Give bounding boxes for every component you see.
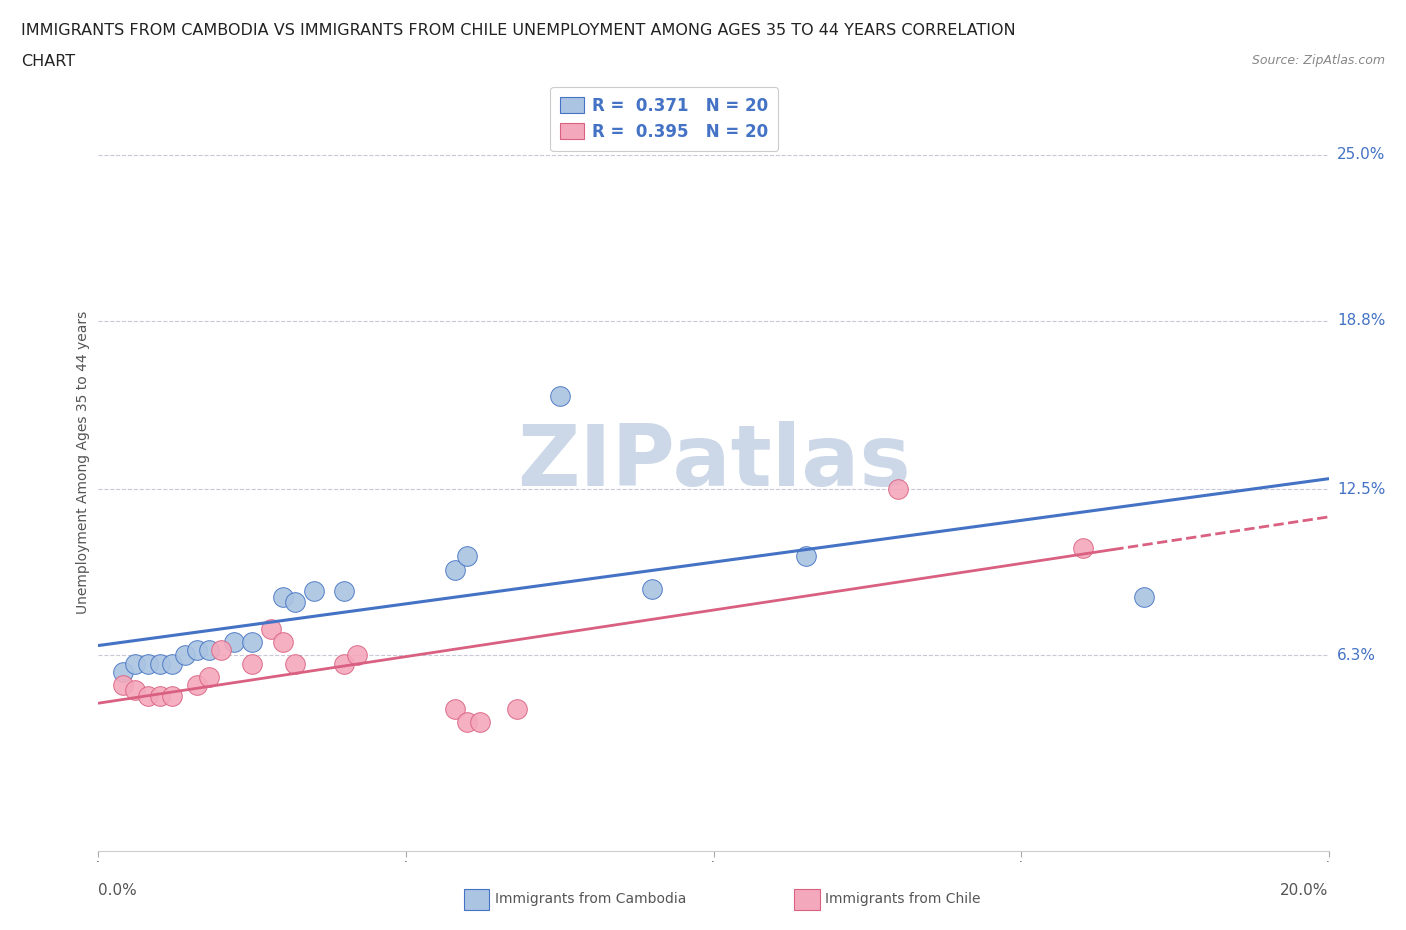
Point (136, 656, 159, 671)
Text: IMMIGRANTS FROM CAMBODIA VS IMMIGRANTS FROM CHILE UNEMPLOYMENT AMONG AGES 35 TO : IMMIGRANTS FROM CAMBODIA VS IMMIGRANTS F… (21, 23, 1015, 38)
Text: CHART: CHART (21, 54, 75, 69)
Point (1133, 589, 1156, 604)
Point (211, 643, 233, 658)
Text: 18.8%: 18.8% (1337, 313, 1385, 328)
Point (173, 648, 195, 663)
Point (456, 715, 478, 730)
Text: 12.5%: 12.5% (1337, 482, 1385, 497)
Point (444, 701, 467, 716)
Y-axis label: Unemployment Among Ages 35 to 44 years: Unemployment Among Ages 35 to 44 years (76, 311, 90, 615)
Point (1071, 541, 1094, 556)
Point (162, 656, 183, 671)
Point (444, 563, 467, 578)
Legend: R =  0.371   N = 20, R =  0.395   N = 20: R = 0.371 N = 20, R = 0.395 N = 20 (550, 86, 779, 151)
Point (136, 688, 159, 703)
Point (333, 656, 356, 671)
Point (468, 715, 491, 730)
Point (162, 688, 183, 703)
Point (149, 656, 172, 671)
Point (271, 634, 294, 649)
Point (284, 656, 307, 671)
Point (112, 664, 135, 679)
Point (222, 634, 245, 649)
Point (260, 621, 283, 636)
Point (186, 643, 208, 658)
Point (284, 594, 307, 609)
Point (506, 701, 529, 716)
Point (149, 688, 172, 703)
Point (887, 482, 910, 497)
Text: Immigrants from Chile: Immigrants from Chile (825, 892, 981, 907)
Point (794, 549, 817, 564)
Point (333, 584, 356, 599)
Point (186, 677, 208, 692)
Point (240, 634, 263, 649)
Text: 25.0%: 25.0% (1337, 147, 1385, 162)
Point (302, 584, 325, 599)
Point (240, 656, 263, 671)
Text: Source: ZipAtlas.com: Source: ZipAtlas.com (1251, 54, 1385, 67)
Text: 20.0%: 20.0% (1281, 884, 1329, 898)
Text: 6.3%: 6.3% (1337, 648, 1376, 663)
Point (198, 643, 221, 658)
Point (271, 589, 294, 604)
Point (346, 648, 368, 663)
Point (124, 656, 146, 671)
Text: ZIPatlas: ZIPatlas (516, 421, 911, 504)
Point (124, 683, 146, 698)
Point (456, 549, 478, 564)
Point (198, 670, 221, 684)
Point (641, 581, 664, 596)
Text: Immigrants from Cambodia: Immigrants from Cambodia (495, 892, 686, 907)
Point (112, 677, 135, 692)
Point (548, 389, 571, 404)
Text: 0.0%: 0.0% (98, 884, 138, 898)
